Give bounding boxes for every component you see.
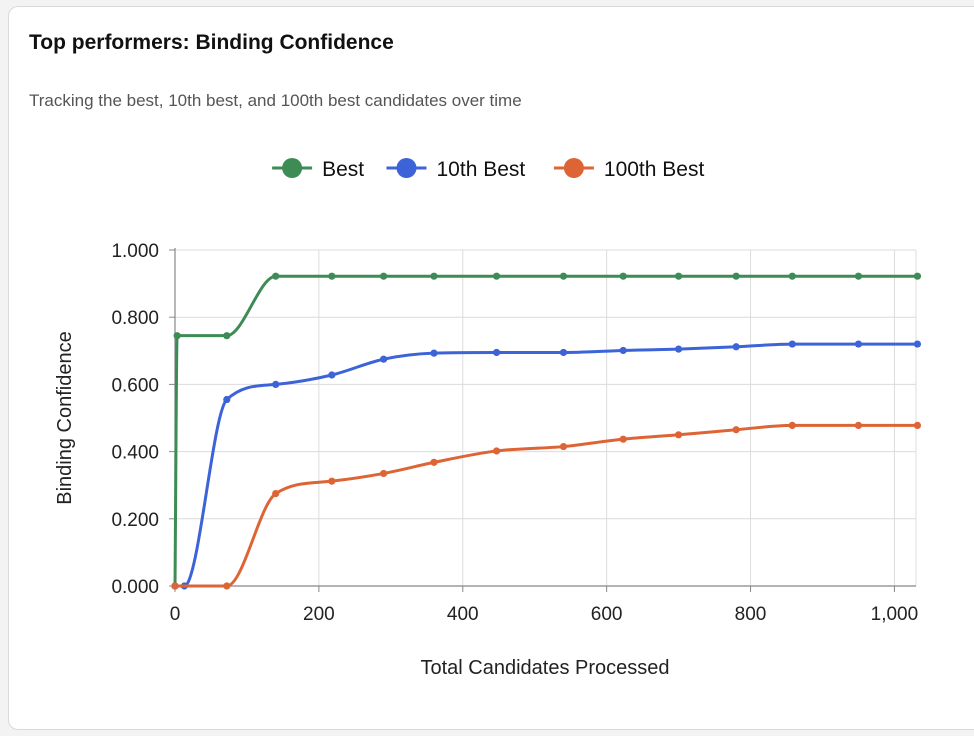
y-tick-label: 1.000 <box>111 241 159 262</box>
data-point-10th-best[interactable] <box>492 348 501 357</box>
y-tick-label: 0.600 <box>111 375 159 396</box>
y-tick-label: 0.800 <box>111 308 159 329</box>
data-point-best[interactable] <box>380 272 388 280</box>
data-point-100th-best[interactable] <box>492 447 501 455</box>
legend-item-100th-best[interactable]: 100th Best <box>553 158 705 181</box>
data-point-best[interactable] <box>328 272 336 280</box>
legend-swatch-marker <box>396 158 417 178</box>
y-tick-label: 0.400 <box>111 443 159 464</box>
data-point-100th-best[interactable] <box>732 426 740 434</box>
x-tick-label: 400 <box>447 604 479 625</box>
data-point-best[interactable] <box>732 272 740 280</box>
data-point-100th-best[interactable] <box>913 421 922 429</box>
y-tick-label: 0.200 <box>111 510 159 531</box>
grid-layer <box>174 249 917 587</box>
data-point-100th-best[interactable] <box>223 582 231 590</box>
x-tick-label: 1,000 <box>871 604 919 625</box>
data-point-10th-best[interactable] <box>223 395 231 404</box>
data-point-10th-best[interactable] <box>854 340 863 348</box>
data-point-10th-best[interactable] <box>272 380 280 388</box>
y-tick-label: 0.000 <box>111 577 159 598</box>
x-tick-label: 600 <box>591 604 623 625</box>
series-best <box>171 272 922 590</box>
data-point-10th-best[interactable] <box>559 348 568 357</box>
legend-item-best[interactable]: Best <box>272 158 364 181</box>
data-point-100th-best[interactable] <box>272 490 280 498</box>
legend-label: 10th Best <box>437 158 526 181</box>
series-layer <box>171 272 922 590</box>
x-tick-label: 200 <box>303 604 335 625</box>
data-point-10th-best[interactable] <box>732 343 740 351</box>
card-title: Top performers: Binding Confidence <box>29 31 394 54</box>
data-point-100th-best[interactable] <box>559 442 568 451</box>
data-point-10th-best[interactable] <box>380 355 388 363</box>
x-tick-label: 0 <box>170 604 181 625</box>
y-axis-label: Binding Confidence <box>54 331 76 504</box>
data-point-10th-best[interactable] <box>430 349 438 357</box>
data-point-best[interactable] <box>272 272 280 280</box>
legend-label: 100th Best <box>604 158 705 181</box>
chart-card <box>8 6 974 730</box>
legend-swatch-marker <box>563 158 584 178</box>
data-point-best[interactable] <box>492 272 501 280</box>
series-10th-best <box>171 340 922 590</box>
data-point-best[interactable] <box>430 272 438 280</box>
data-point-100th-best[interactable] <box>788 421 796 429</box>
legend: Best 10th Best 100th Best <box>272 158 704 181</box>
data-point-100th-best[interactable] <box>674 431 683 439</box>
data-point-10th-best[interactable] <box>788 340 796 348</box>
data-point-100th-best[interactable] <box>619 435 627 443</box>
data-point-best[interactable] <box>674 272 683 280</box>
data-point-100th-best[interactable] <box>430 458 438 466</box>
data-point-100th-best[interactable] <box>171 582 179 590</box>
data-point-100th-best[interactable] <box>380 469 388 478</box>
data-point-best[interactable] <box>619 272 627 280</box>
card-subtitle: Tracking the best, 10th best, and 100th … <box>29 91 522 110</box>
series-line-10th-best <box>174 342 918 588</box>
data-point-best[interactable] <box>173 332 181 340</box>
series-line-100th-best <box>174 423 918 588</box>
data-point-100th-best[interactable] <box>854 421 863 429</box>
series-line-best <box>173 274 918 587</box>
x-tick-label: 800 <box>735 604 767 625</box>
data-point-best[interactable] <box>913 272 922 280</box>
legend-item-10th-best[interactable]: 10th Best <box>386 158 526 181</box>
data-point-10th-best[interactable] <box>619 346 627 355</box>
data-point-10th-best[interactable] <box>913 340 922 348</box>
data-point-10th-best[interactable] <box>328 371 336 379</box>
data-point-best[interactable] <box>788 272 796 280</box>
data-point-best[interactable] <box>223 332 231 340</box>
data-point-100th-best[interactable] <box>328 477 336 485</box>
axis-layer: 0.000 0.200 0.400 0.600 0.800 1.000 0 200 400 600… <box>111 241 918 625</box>
x-axis-label: Total Candidates Processed <box>420 657 669 679</box>
data-point-best[interactable] <box>854 272 863 280</box>
data-point-best[interactable] <box>559 272 568 280</box>
data-point-10th-best[interactable] <box>674 345 683 353</box>
legend-swatch-marker <box>282 158 303 178</box>
legend-label: Best <box>322 158 364 181</box>
series-100th-best <box>171 421 922 590</box>
